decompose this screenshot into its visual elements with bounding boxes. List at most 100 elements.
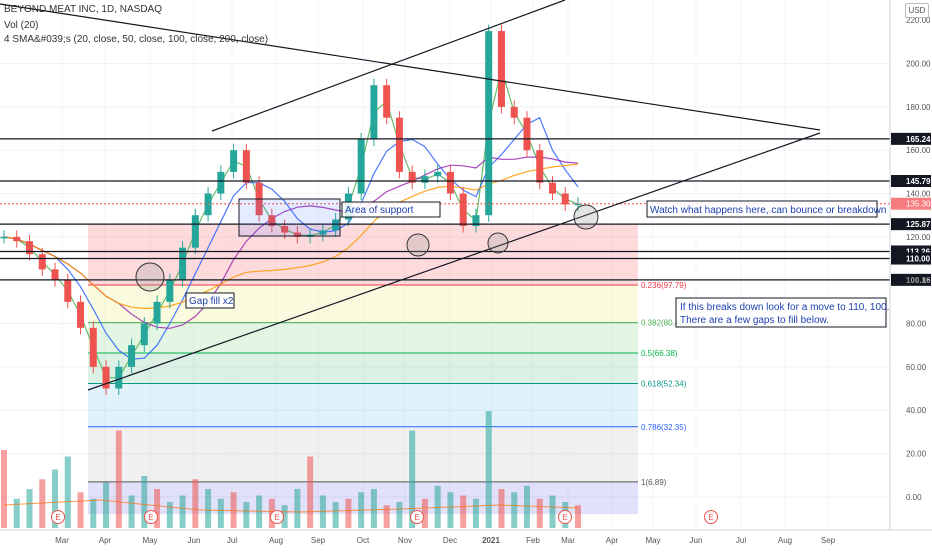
trendline[interactable]	[211, 0, 566, 132]
earnings-marker-label: E	[148, 513, 153, 522]
volume-bar	[549, 495, 556, 528]
earnings-marker[interactable]	[558, 510, 572, 524]
candle	[0, 236, 8, 239]
key-level-label: 113.26	[906, 247, 931, 256]
trendline[interactable]	[87, 132, 821, 391]
candle	[89, 327, 97, 367]
earnings-marker[interactable]	[410, 510, 424, 524]
annotation-area-of-support[interactable]	[341, 201, 441, 218]
highlight-circle[interactable]	[573, 204, 599, 230]
volume-bar	[39, 479, 46, 528]
x-tick-label: Sep	[821, 536, 836, 545]
volume-bar	[179, 495, 186, 528]
y-tick-label: 40.00	[906, 406, 927, 415]
annotation-breakdown[interactable]	[675, 297, 887, 328]
candle	[408, 171, 416, 183]
fib-zone	[88, 284, 638, 323]
sma-indicator-label[interactable]: 4 SMA&#039;s (20, close, 50, close, 100,…	[4, 34, 269, 45]
candle	[217, 171, 225, 194]
candle	[140, 323, 148, 346]
candle	[357, 139, 365, 194]
earnings-marker-label: E	[55, 513, 60, 522]
volume-bar	[332, 502, 339, 528]
earnings-marker-label: E	[562, 513, 567, 522]
candle	[395, 117, 403, 172]
candle	[472, 215, 480, 227]
earnings-marker[interactable]	[51, 510, 65, 524]
volume-bar	[77, 492, 84, 528]
x-tick-label: Oct	[357, 536, 370, 545]
key-level-tag	[891, 252, 931, 265]
volume-bar	[472, 498, 479, 528]
key-level-tag	[891, 218, 931, 231]
candle	[319, 230, 327, 235]
trendline[interactable]	[0, 3, 821, 131]
y-tick-label: 200.00	[906, 60, 931, 69]
currency-badge[interactable]: USD	[905, 3, 929, 18]
annotation-gap-fill[interactable]	[185, 292, 235, 309]
y-tick-label: 20.00	[906, 450, 927, 459]
volume-bar	[511, 492, 518, 528]
y-tick-label: 140.00	[906, 190, 931, 199]
candle	[523, 117, 531, 151]
key-level-label: 165.24	[906, 135, 931, 144]
volume-bar	[205, 489, 212, 528]
x-tick-label: Jun	[690, 536, 703, 545]
highlight-circle[interactable]	[487, 232, 509, 254]
candle	[204, 193, 212, 216]
candle	[51, 269, 59, 281]
volume-bar	[52, 469, 59, 528]
candle	[370, 85, 378, 140]
candle	[166, 280, 174, 302]
x-tick-label: Nov	[398, 536, 412, 545]
earnings-marker[interactable]	[270, 510, 284, 524]
key-level-label: 100.16	[906, 276, 931, 285]
candle	[77, 301, 85, 328]
fib-zone	[88, 383, 638, 427]
last-price-tag	[891, 197, 931, 210]
volume-bar	[256, 495, 263, 528]
volume-bar	[485, 411, 492, 528]
y-tick-label: 160.00	[906, 146, 931, 155]
candle	[128, 345, 136, 367]
earnings-marker-label: E	[274, 513, 279, 522]
volume-bar	[217, 498, 224, 528]
candle	[293, 232, 301, 237]
highlight-circle[interactable]	[135, 262, 165, 292]
x-tick-label: Feb	[526, 536, 540, 545]
volume-bar	[575, 505, 581, 528]
candle	[281, 226, 289, 233]
candle	[64, 280, 72, 302]
volume-bar	[523, 485, 530, 528]
fib-level-label: 0.786(32.35)	[641, 423, 687, 432]
candle	[497, 31, 505, 107]
candle	[38, 254, 46, 270]
earnings-marker[interactable]	[144, 510, 158, 524]
earnings-marker[interactable]	[704, 510, 718, 524]
x-tick-label: May	[645, 536, 660, 545]
volume-ma-line	[3, 499, 579, 513]
annotation-watch[interactable]	[646, 200, 878, 218]
sma-line	[3, 163, 579, 310]
volume-bar	[141, 476, 148, 528]
volume-bar	[166, 502, 173, 528]
candle	[102, 366, 110, 389]
volume-bar	[434, 485, 441, 528]
support-area-box[interactable]	[238, 198, 341, 237]
last-price-label: 135.30	[906, 200, 931, 209]
candle	[332, 219, 340, 231]
volume-bar	[345, 498, 352, 528]
volume-bar	[243, 502, 250, 528]
volume-bar	[307, 456, 314, 528]
volume-bar	[103, 482, 110, 528]
candle	[383, 85, 391, 118]
candle	[459, 193, 467, 227]
volume-indicator-label[interactable]: Vol (20)	[4, 20, 39, 31]
candle	[485, 31, 493, 216]
candle	[230, 150, 238, 172]
highlight-circle[interactable]	[406, 233, 430, 257]
earnings-marker-label: E	[414, 513, 419, 522]
volume-bar	[370, 489, 377, 528]
